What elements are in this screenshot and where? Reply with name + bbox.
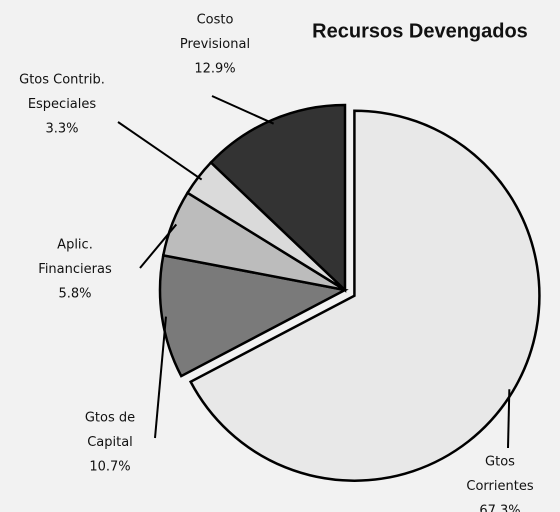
slice-label: Especiales [28,97,97,112]
leader-line [211,95,275,125]
value-label: 67.3% [479,504,520,512]
chart-title: Recursos Devengados [312,20,528,42]
value-label: 5.8% [58,287,91,302]
slice-label: Financieras [38,262,112,277]
slice-label: Aplic. [57,238,93,253]
slice-label: Gtos [485,455,515,470]
pie-slice [188,109,541,482]
value-label: 12.9% [194,62,235,77]
value-label: 10.7% [89,460,130,475]
slice-label: Corrientes [466,479,533,494]
slice-label: Previsional [180,37,250,52]
slice-label: Capital [87,435,133,450]
slice-label: Costo [197,13,234,28]
pie-slice [209,103,347,293]
pie-slice [158,253,349,378]
leader-line [154,316,167,439]
leader-line [139,223,178,269]
slice-label: Gtos de [85,411,135,426]
value-label: 3.3% [45,122,78,137]
leader-line [507,389,511,449]
slice-label: Gtos Contrib. [19,73,105,88]
leader-line [117,121,203,181]
